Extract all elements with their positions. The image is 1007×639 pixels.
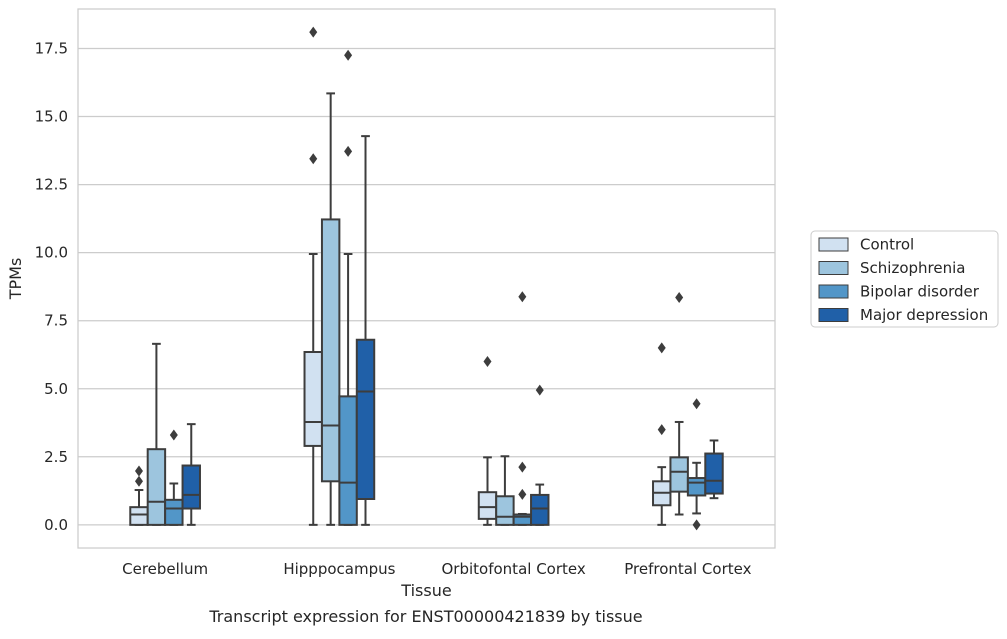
x-tick-label: Prefrontal Cortex <box>624 560 751 578</box>
iqr-box <box>477 491 498 520</box>
iqr-box <box>303 351 323 447</box>
chart-caption: Transcript expression for ENST0000042183… <box>208 607 642 626</box>
outlier-point <box>483 356 492 368</box>
iqr-box <box>355 338 376 500</box>
outlier-point <box>518 488 527 500</box>
box-schizophrenia <box>495 455 515 526</box>
box-control <box>129 465 149 526</box>
box-schizophrenia <box>320 92 341 526</box>
x-tick-label: Cerebellum <box>122 560 208 578</box>
iqr-box <box>495 495 515 526</box>
box-control <box>303 26 323 526</box>
box-schizophrenia <box>669 292 689 516</box>
legend-label: Control <box>860 236 914 254</box>
box-major-depression <box>530 384 550 526</box>
box-major-depression <box>704 439 724 500</box>
outlier-point <box>309 26 318 38</box>
legend: Control Schizophrenia Bipolar disorder Majo… <box>810 230 999 328</box>
iqr-box <box>669 456 689 493</box>
box-major-depression <box>181 423 201 526</box>
y-tick-label: 12.5 <box>35 176 68 194</box>
y-tick-label: 17.5 <box>35 39 68 57</box>
legend-swatch <box>818 284 849 299</box>
outlier-point <box>535 384 544 396</box>
box-schizophrenia <box>146 342 167 526</box>
y-tick-label: 15.0 <box>35 108 68 126</box>
legend-label: Major depression <box>860 306 988 324</box>
plot-frame <box>77 8 776 549</box>
iqr-box <box>164 498 184 526</box>
outlier-point <box>692 398 701 410</box>
iqr-box <box>704 452 724 495</box>
outlier-point <box>518 461 527 473</box>
box-bipolar-disorder <box>338 49 358 526</box>
legend-swatch <box>818 237 849 252</box>
outlier-point <box>675 292 684 304</box>
legend-swatch <box>818 308 849 322</box>
iqr-box <box>338 395 358 526</box>
iqr-box <box>129 506 149 526</box>
x-tick-label: Hipppocampus <box>283 560 395 578</box>
outlier-point <box>518 291 527 303</box>
legend-box <box>810 230 999 328</box>
y-tick-label: 2.5 <box>44 448 68 466</box>
outlier-point <box>344 145 353 157</box>
y-tick-labels: 0.0 2.5 5.0 7.5 10.0 12.5 15.0 17.5 <box>35 39 68 533</box>
legend-swatch <box>818 261 849 275</box>
outlier-point <box>169 429 178 441</box>
outlier-point <box>692 519 701 531</box>
y-tick-label: 7.5 <box>44 312 68 330</box>
box-bipolar-disorder <box>686 398 707 531</box>
y-axis-label: TPMs <box>6 258 25 301</box>
y-tick-label: 0.0 <box>44 516 68 534</box>
y-tick-label: 5.0 <box>44 380 68 398</box>
outlier-point <box>309 153 318 165</box>
outlier-point <box>134 475 143 487</box>
box-control <box>652 342 672 526</box>
outlier-point <box>657 424 666 436</box>
iqr-box <box>530 493 550 526</box>
outlier-point <box>657 342 666 354</box>
x-tick-labels: Cerebellum Hipppocampus Orbitofontal Corte… <box>122 560 751 578</box>
outlier-point <box>344 49 353 61</box>
iqr-box <box>686 477 707 497</box>
iqr-box <box>146 448 167 526</box>
x-axis-label: Tissue <box>400 581 451 600</box>
outlier-point <box>134 465 143 477</box>
iqr-box <box>320 218 341 483</box>
box-bipolar-disorder <box>164 429 184 526</box>
y-tick-label: 10.0 <box>35 244 68 262</box>
legend-label: Schizophrenia <box>860 259 965 277</box>
legend-label: Bipolar disorder <box>860 283 980 301</box>
x-tick-label: Orbitofontal Cortex <box>442 560 586 578</box>
box-series-group <box>129 26 724 531</box>
box-major-depression <box>355 135 376 526</box>
iqr-box <box>181 464 201 510</box>
